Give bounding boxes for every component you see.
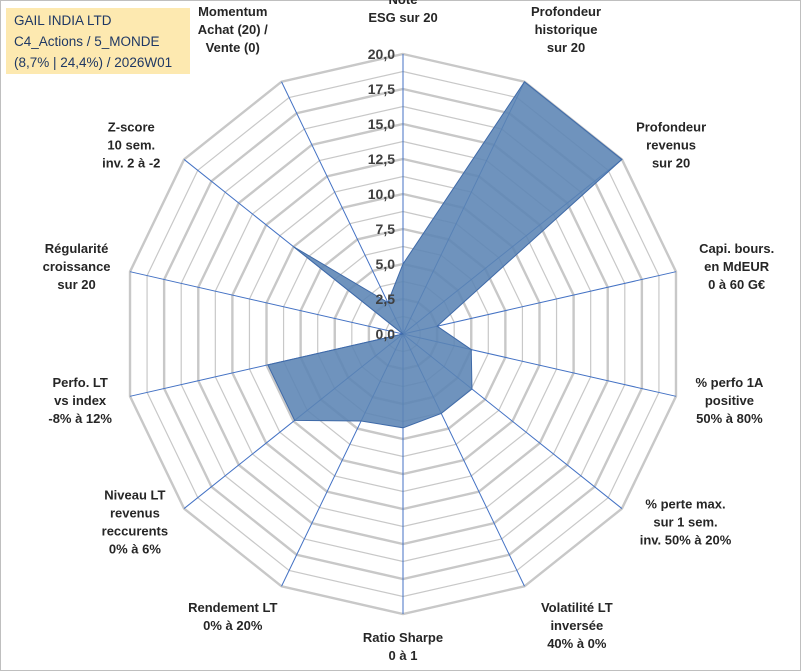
- tick-label: 20,0: [368, 46, 395, 62]
- axis-label: Ratio Sharpe 0 à 1: [363, 630, 443, 663]
- axis-label-line: croissance: [43, 259, 111, 274]
- tick-label: 17,5: [368, 81, 395, 97]
- tick-label: 15,0: [368, 116, 395, 132]
- axis-spoke: [129, 271, 404, 335]
- axis-label-line: % perfo 1A: [695, 375, 764, 390]
- axis-label-line: 50% à 80%: [696, 411, 763, 426]
- axis-label-line: Rendement LT: [188, 600, 277, 615]
- axis-label: % perfo 1A positive 50% à 80%: [695, 375, 764, 426]
- axis-label-line: -8% à 12%: [48, 411, 112, 426]
- tick-label: 12,5: [368, 151, 395, 167]
- axis-label: Profondeur historique sur 20: [531, 4, 601, 55]
- axis-label-line: vs index: [54, 393, 107, 408]
- axis-label-line: 10 sem.: [107, 138, 155, 153]
- axis-spoke: [281, 81, 404, 335]
- axis-label-line: 0 à 1: [389, 648, 418, 663]
- axis-label-line: revenus: [110, 505, 160, 520]
- axis-label-line: inv. 50% à 20%: [640, 532, 732, 547]
- axis-label-line: Niveau LT: [104, 487, 165, 502]
- tick-label: 0,0: [376, 326, 396, 342]
- axis-label: Perfo. LT vs index -8% à 12%: [48, 375, 112, 426]
- axis-label: Rendement LT 0% à 20%: [188, 600, 277, 633]
- axis-label-line: 40% à 0%: [547, 636, 607, 651]
- axis-label: Capi. bours. en MdEUR 0 à 60 G€: [699, 241, 774, 292]
- axis-label-line: Ratio Sharpe: [363, 630, 443, 645]
- title-box: GAIL INDIA LTD C4_Actions / 5_MONDE (8,7…: [6, 8, 190, 74]
- tick-label: 5,0: [376, 256, 396, 272]
- axis-label-line: ESG sur 20: [368, 10, 437, 25]
- axis-label-line: sur 20: [57, 277, 95, 292]
- axis-label: Note ESG sur 20: [368, 0, 437, 25]
- axis-label-line: Note: [389, 0, 418, 7]
- axis-label-line: en MdEUR: [704, 259, 770, 274]
- title-line-1: GAIL INDIA LTD: [14, 13, 112, 28]
- axis-label-line: Momentum: [198, 4, 267, 19]
- axis-label-line: inv. 2 à -2: [102, 156, 160, 171]
- axis-label: Momentum Achat (20) / Vente (0): [198, 4, 268, 55]
- axis-label: % perte max. sur 1 sem. inv. 50% à 20%: [640, 496, 732, 547]
- axis-label-line: Profondeur: [636, 120, 706, 135]
- axis-label: Z-score 10 sem. inv. 2 à -2: [102, 120, 160, 171]
- axis-label-line: % perte max.: [645, 496, 725, 511]
- axis-label-line: Profondeur: [531, 4, 601, 19]
- axis-label: Niveau LT revenus reccurents 0% à 6%: [102, 487, 168, 556]
- axis-label-line: revenus: [646, 138, 696, 153]
- axis-spoke: [402, 271, 677, 335]
- axis-label: Volatilité LT inversée 40% à 0%: [541, 600, 613, 651]
- axis-label-line: Régularité: [45, 241, 109, 256]
- axis-label-line: inversée: [550, 618, 603, 633]
- axis-label-line: Achat (20) /: [198, 22, 268, 37]
- axis-label: Profondeur revenus sur 20: [636, 120, 706, 171]
- axis-label-line: sur 20: [547, 40, 585, 55]
- axis-label: Régularité croissance sur 20: [43, 241, 111, 292]
- tick-label: 10,0: [368, 186, 395, 202]
- axis-label-line: Perfo. LT: [52, 375, 107, 390]
- axis-label-line: 0% à 6%: [109, 541, 161, 556]
- axis-label-line: 0 à 60 G€: [708, 277, 765, 292]
- tick-label: 7,5: [376, 221, 396, 237]
- axis-label-line: Z-score: [108, 120, 155, 135]
- title-line-3: (8,7% | 24,4%) / 2026W01: [14, 55, 173, 70]
- axis-label-line: historique: [535, 22, 598, 37]
- tick-label: 2,5: [376, 291, 396, 307]
- axis-label-line: reccurents: [102, 523, 168, 538]
- title-line-2: C4_Actions / 5_MONDE: [14, 34, 160, 49]
- axis-label-line: sur 20: [652, 156, 690, 171]
- axis-label-line: Capi. bours.: [699, 241, 774, 256]
- axis-label-line: Vente (0): [206, 40, 260, 55]
- axis-label-line: sur 1 sem.: [653, 514, 717, 529]
- axis-label-line: positive: [705, 393, 754, 408]
- axis-label-line: Volatilité LT: [541, 600, 613, 615]
- axis-label-line: 0% à 20%: [203, 618, 263, 633]
